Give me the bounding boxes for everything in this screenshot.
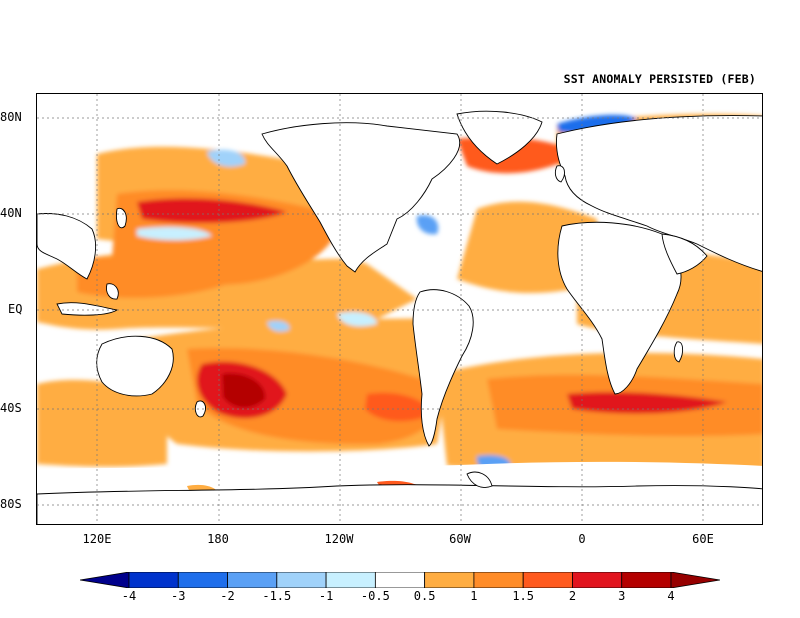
colorbar-tick-label: -1.5 <box>262 589 292 603</box>
colorbar-segment <box>177 572 228 588</box>
lon-label-120w: 120W <box>324 532 354 546</box>
colorbar-segment <box>424 572 475 588</box>
lat-label-80n: 80N <box>0 110 22 124</box>
colorbar-tick-label: -1 <box>318 589 334 603</box>
colorbar-segment <box>522 572 573 588</box>
colorbar-segment <box>276 572 327 588</box>
lat-label-40n: 40N <box>0 206 22 220</box>
colorbar-tick-label: 0.5 <box>413 589 436 603</box>
graticule <box>37 94 762 524</box>
lon-label-180: 180 <box>207 532 229 546</box>
colorbar-tick-label: 3 <box>618 589 626 603</box>
colorbar-tick-label: 1.5 <box>512 589 535 603</box>
lon-label-0: 0 <box>578 532 586 546</box>
colorbar-tick-label: 4 <box>667 589 675 603</box>
colorbar-tick-label: -2 <box>220 589 235 603</box>
map-title: SST ANOMALY PERSISTED (FEB) <box>563 72 756 86</box>
colorbar-segment <box>473 572 524 588</box>
lat-label-40s: 40S <box>0 401 22 415</box>
lat-label-80s: 80S <box>0 497 22 511</box>
colorbar-left-triangle <box>80 572 130 588</box>
colorbar-tick-label: -3 <box>171 589 186 603</box>
colorbar-segment <box>227 572 278 588</box>
lat-label-eq: EQ <box>8 302 23 316</box>
colorbar-right-triangle <box>670 572 720 588</box>
colorbar-tick-label: -0.5 <box>360 589 390 603</box>
colorbar-tick-label: 1 <box>470 589 478 603</box>
colorbar-segment <box>572 572 623 588</box>
map-canvas <box>37 94 762 524</box>
lon-label-60e: 60E <box>692 532 714 546</box>
colorbar-segment <box>325 572 376 588</box>
colorbar-segment <box>128 572 179 588</box>
continents <box>37 110 762 524</box>
colorbar-segment <box>374 572 426 588</box>
colorbar-tick-label: 2 <box>568 589 577 603</box>
colorbar <box>80 572 720 588</box>
colorbar-tick-label: -4 <box>121 589 137 603</box>
sst-anomaly-map <box>36 93 763 525</box>
lon-label-120e: 120E <box>82 532 112 546</box>
colorbar-segment <box>621 572 672 588</box>
lon-label-60w: 60W <box>449 532 471 546</box>
